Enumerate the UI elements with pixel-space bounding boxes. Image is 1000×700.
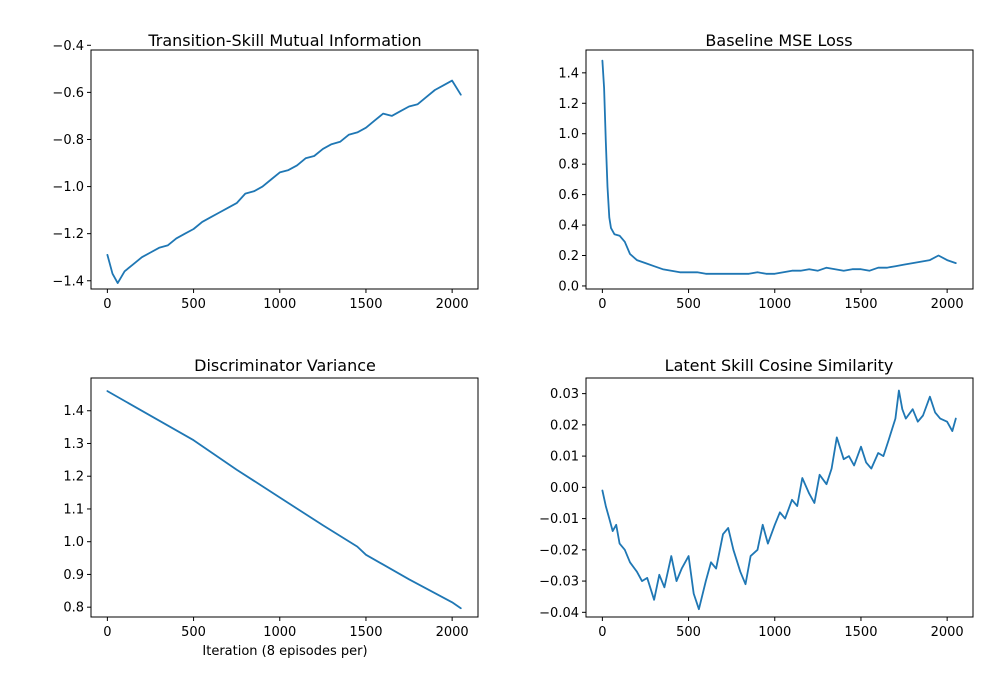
y-tick-label: 1.3 (63, 437, 84, 452)
subplot-cosine-similarity: Latent Skill Cosine Similarity 0 500 1000 1… (539, 356, 974, 640)
x-tick-label: 1000 (758, 625, 791, 640)
x-tick-label: 1500 (349, 625, 382, 640)
y-tick-label: −0.03 (539, 575, 579, 590)
x-tick-label: 1000 (263, 297, 296, 312)
x-tick-label: 2000 (931, 297, 964, 312)
y-tick-label: 0.00 (550, 481, 579, 496)
y-tick-label: 0.9 (63, 568, 84, 583)
y-tick-label: −0.8 (52, 133, 84, 148)
plot-frame (90, 377, 479, 618)
subplot-title: Transition-Skill Mutual Information (147, 31, 421, 50)
y-tick-label: 0.8 (558, 158, 579, 173)
plot-frame (585, 377, 974, 618)
x-tick-label: 2000 (436, 297, 469, 312)
x-tick-label: 1500 (349, 297, 382, 312)
x-tick-label: 0 (598, 625, 606, 640)
subplot-title: Baseline MSE Loss (705, 31, 852, 50)
x-tick-label: 1500 (844, 625, 877, 640)
y-tick-label: 1.0 (63, 535, 84, 550)
y-tick-label: 1.2 (63, 470, 84, 485)
x-tick-label: 1000 (263, 625, 296, 640)
subplot-baseline-mse-loss: Baseline MSE Loss 0 500 1000 1500 2000 0.0 0.2… (558, 31, 974, 312)
x-tick-label: 500 (676, 297, 701, 312)
y-tick-label: 1.4 (63, 404, 84, 419)
series-line (106, 390, 462, 610)
series-line (106, 79, 462, 285)
y-tick-label: 0.4 (558, 219, 579, 234)
x-tick-label: 500 (676, 625, 701, 640)
y-tick-label: 1.4 (558, 66, 579, 81)
subplot-title: Discriminator Variance (194, 356, 376, 375)
y-tick-label: −0.04 (539, 606, 579, 621)
x-tick-label: 0 (598, 297, 606, 312)
y-tick-label: 0.0 (558, 279, 579, 294)
y-tick-label: 0.2 (558, 249, 579, 264)
y-tick-label: 0.01 (550, 450, 579, 465)
x-tick-label: 500 (181, 297, 206, 312)
x-tick-label: 500 (181, 625, 206, 640)
subplot-mutual-information: Transition-Skill Mutual Information 0 500… (52, 31, 479, 312)
x-tick-label: 0 (103, 625, 111, 640)
y-tick-label: −0.6 (52, 86, 84, 101)
y-tick-label: 0.8 (63, 601, 84, 616)
y-tick-label: 1.0 (558, 127, 579, 142)
x-tick-label: 2000 (436, 625, 469, 640)
series-line (601, 389, 957, 611)
y-tick-label: −1.4 (52, 274, 84, 289)
x-tick-label: 0 (103, 297, 111, 312)
y-tick-label: −0.01 (539, 512, 579, 527)
plot-frame (585, 49, 974, 290)
subplot-discriminator-variance: Discriminator Variance Iteration (8 epis… (63, 356, 479, 659)
x-tick-label: 2000 (931, 625, 964, 640)
y-tick-label: −0.02 (539, 543, 579, 558)
y-tick-label: −1.2 (52, 227, 84, 242)
y-tick-label: 0.6 (558, 188, 579, 203)
y-tick-label: −0.4 (52, 39, 84, 54)
series-line (601, 59, 957, 275)
y-tick-label: 1.2 (558, 97, 579, 112)
y-tick-label: 0.03 (550, 387, 579, 402)
y-tick-label: 0.02 (550, 418, 579, 433)
x-axis-label: Iteration (8 episodes per) (202, 644, 367, 659)
x-tick-label: 1000 (758, 297, 791, 312)
subplot-title: Latent Skill Cosine Similarity (665, 356, 894, 375)
x-tick-label: 1500 (844, 297, 877, 312)
y-tick-label: 1.1 (63, 502, 84, 517)
plot-frame (90, 49, 479, 290)
y-tick-label: −1.0 (52, 180, 84, 195)
